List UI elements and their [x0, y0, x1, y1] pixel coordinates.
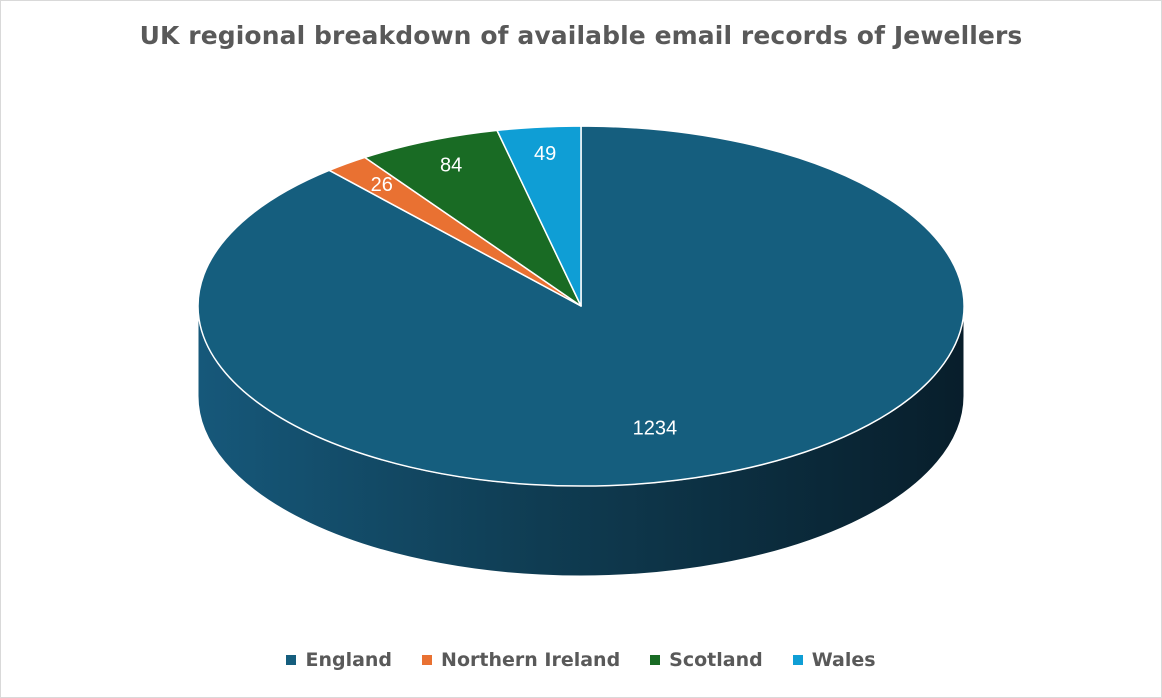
data-label-england: 1234	[633, 418, 678, 440]
legend-label-scotland: Scotland	[669, 649, 763, 671]
legend-label-wales: Wales	[811, 649, 876, 671]
legend-swatch-scotland	[650, 655, 661, 665]
legend-item-wales[interactable]: Wales	[792, 649, 876, 671]
data-label-scotland: 84	[440, 155, 462, 177]
legend-swatch-england	[286, 655, 297, 665]
pie-slice-scotland[interactable]	[364, 129, 582, 307]
chart-title: UK regional breakdown of available email…	[139, 21, 1023, 50]
data-label-wales: 49	[534, 143, 556, 165]
legend-swatch-northern-ireland	[422, 655, 433, 665]
chart-legend: England Northern Ireland Scotland Wales	[1, 649, 1161, 671]
legend-label-england: England	[305, 649, 393, 671]
pie-slice-wales[interactable]	[496, 125, 582, 307]
data-label-northern-ireland: 26	[371, 174, 393, 196]
legend-swatch-wales	[792, 655, 803, 665]
legend-item-northern-ireland[interactable]: Northern Ireland	[422, 649, 620, 671]
legend-label-northern-ireland: Northern Ireland	[441, 649, 621, 671]
legend-item-scotland[interactable]: Scotland	[650, 649, 763, 671]
legend-item-england[interactable]: England	[286, 649, 392, 671]
